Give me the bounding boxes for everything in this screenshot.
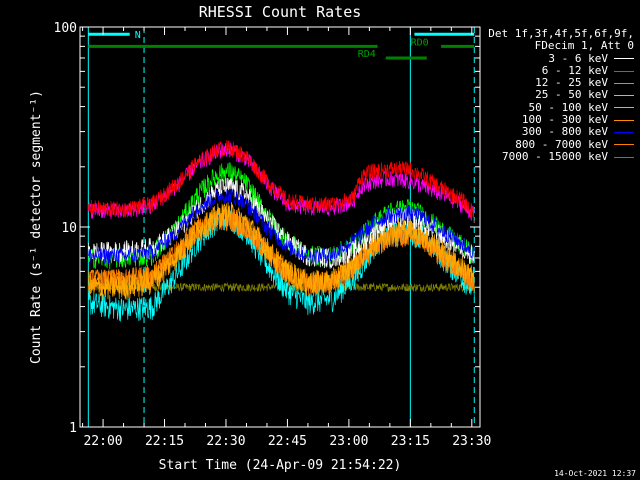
legend-swatch [614,58,634,60]
legend-header-line-1: Det 1f,3f,4f,5f,6f,9f, [488,27,634,40]
x-axis-label: Start Time (24-Apr-09 21:54:22) [159,458,402,473]
legend-entries: 3 - 6 keV 6 - 12 keV 12 - 25 keV 25 - 50 ke… [478,51,634,164]
legend-entry-6: 300 - 800 keV [478,126,634,138]
x-tick-label-5: 23:15 [391,434,430,449]
x-tick-label-2: 22:30 [206,434,245,449]
series-line-8 [87,281,475,293]
legend-swatch [614,132,634,134]
legend-swatch [614,70,634,72]
y-axis-label: Count Rate (s⁻¹ detector segment⁻¹) [29,90,44,364]
legend-entry-8: 7000 - 15000 keV [478,149,634,163]
legend-entry-2: 12 - 25 keV [478,76,634,90]
legend-entry-label: 7000 - 15000 keV [502,149,608,163]
timestamp: 14-Oct-2021 12:37 [554,469,636,478]
y-tick-label-0: 1 [69,421,77,436]
legend-swatch [614,144,634,146]
legend-swatch [614,119,634,121]
x-tick-label-3: 22:45 [268,434,307,449]
legend-entry-4: 50 - 100 keV [478,100,634,114]
legend-entry-label: 25 - 50 keV [535,88,608,102]
green-bar-label-0: RD0 [411,37,429,48]
series-line-9 [87,140,475,223]
cyan-bar-label-0: N [135,30,141,41]
x-tick-label-1: 22:15 [145,434,184,449]
legend-entry-label: 50 - 100 keV [528,100,608,114]
legend-entry-label: 100 - 300 keV [521,113,608,127]
x-tick-label-4: 23:00 [329,434,368,449]
legend-entry-0: 3 - 6 keV [478,51,634,65]
legend-entry-label: 6 - 12 keV [541,63,608,77]
x-tick-label-0: 22:00 [83,434,122,449]
legend-entry-7: 800 - 7000 keV [478,137,634,151]
y-tick-label-1: 10 [61,221,77,236]
legend-swatch [614,107,634,109]
chart-title: RHESSI Count Rates [199,3,362,21]
y-tick-label-2: 100 [54,21,77,36]
legend-swatch [614,82,634,84]
axes: 22:00 22:15 22:30 22:45 23:00 23:15 23:30 1 10 10… [54,21,492,449]
plot-area: N RD0 RD4 [87,27,475,427]
series-line-4 [87,201,475,301]
legend-entry-label: 3 - 6 keV [548,51,608,65]
legend-swatch [614,95,634,97]
legend-entry-3: 25 - 50 keV [478,89,634,101]
legend-entry-label: 800 - 7000 keV [515,137,608,151]
series-line-6 [87,188,475,265]
legend-entry-5: 100 - 300 keV [478,113,634,127]
green-bar-label-2: RD4 [358,49,376,60]
legend-swatch [614,156,634,158]
legend-entry-1: 6 - 12 keV [478,63,634,77]
legend-header-line-2: FDecim 1, Att 0 [534,39,634,53]
legend-entry-label: 12 - 25 keV [535,76,608,90]
legend-entry-label: 300 - 800 keV [521,125,608,139]
legend: Det 1f,3f,4f,5f,6f,9f, FDecim 1, Att 0 3… [478,27,634,164]
x-tick-label-6: 23:30 [452,434,491,449]
